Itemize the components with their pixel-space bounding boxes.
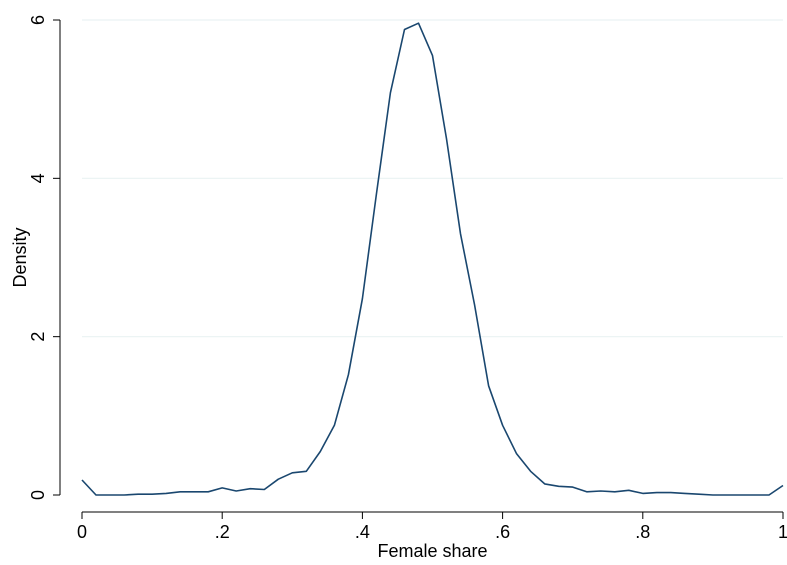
x-tick-label-1: .2 (215, 522, 230, 542)
y-tick-label-3: 6 (28, 15, 48, 25)
density-line-0 (81, 22, 784, 496)
x-axis-title: Female share (377, 541, 487, 561)
grid-lines (82, 19, 783, 338)
y-axis-title: Density (10, 227, 30, 287)
x-ticks: 0 .2 .4 .6 .8 1 (77, 512, 787, 542)
x-tick-label-2: .4 (355, 522, 370, 542)
x-tick-label-5: 1 (778, 522, 787, 542)
x-tick-label-4: .8 (635, 522, 650, 542)
x-tick-label-3: .6 (495, 522, 510, 542)
y-tick-label-2: 4 (28, 173, 48, 183)
y-tick-label-1: 2 (28, 332, 48, 342)
x-tick-label-0: 0 (77, 522, 87, 542)
y-tick-label-0: 0 (28, 490, 48, 500)
axes (59, 20, 783, 513)
series-layer (81, 22, 784, 496)
y-ticks: 0 2 4 6 (28, 15, 60, 500)
